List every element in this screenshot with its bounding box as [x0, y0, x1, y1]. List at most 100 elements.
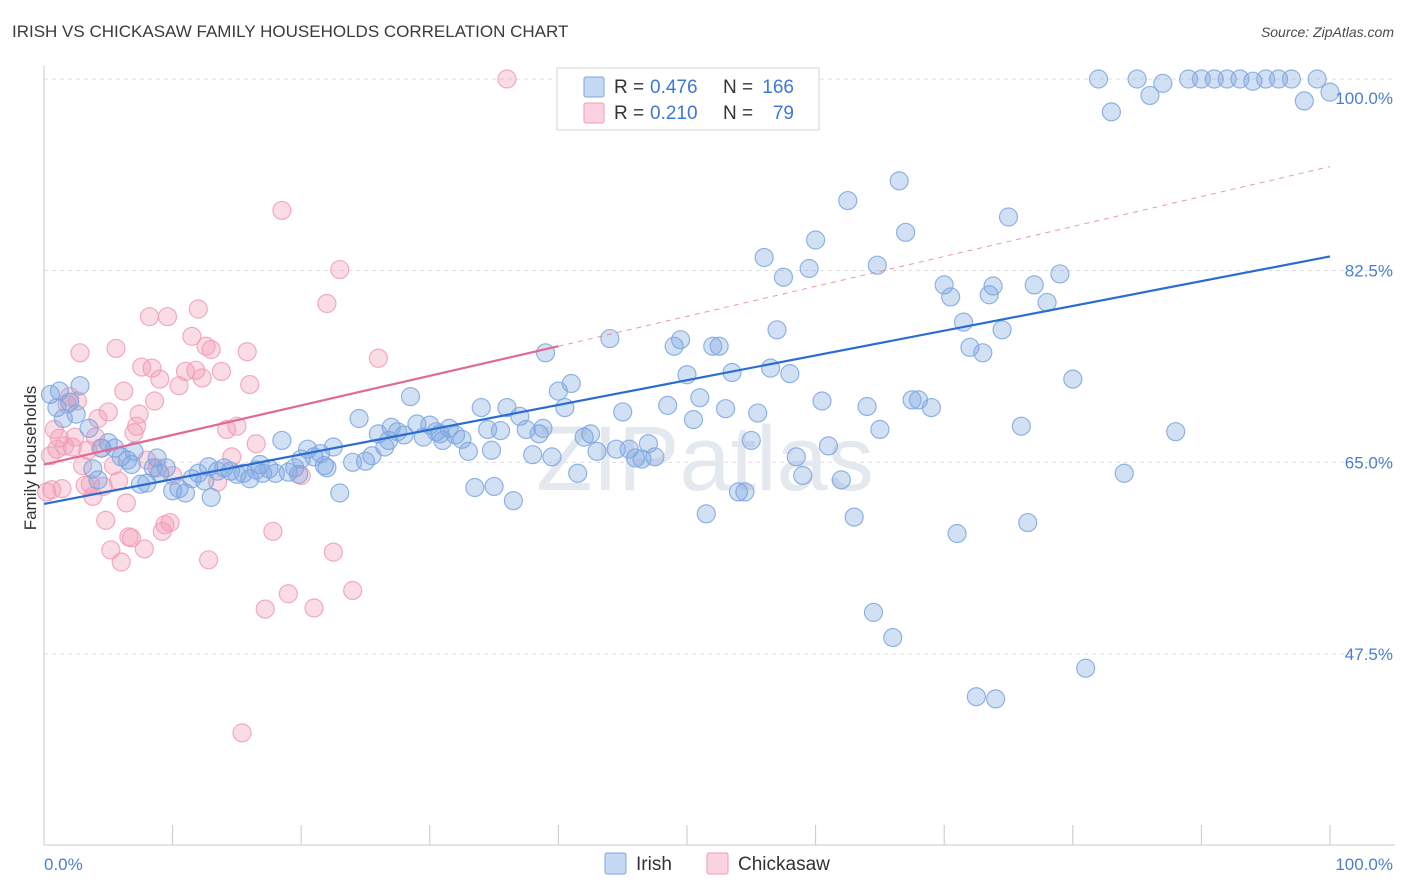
- irish-trend-line: [43, 255, 1331, 506]
- chickasaw-point-41: [142, 358, 162, 378]
- chickasaw-point-44: [150, 369, 170, 389]
- irish-point-110: [767, 320, 787, 340]
- irish-point-4: [66, 404, 86, 424]
- stats-legend: R = 0.476 N = 166 R = 0.210 N = 79: [556, 67, 820, 131]
- irish-point-69: [490, 420, 511, 441]
- irish-point-47: [349, 408, 369, 429]
- chickasaw-point-68: [255, 599, 275, 619]
- series-legend: Irish Chickasaw: [604, 852, 830, 875]
- irish-point-93: [658, 395, 678, 415]
- irish-point-107: [748, 403, 768, 423]
- irish-point-128: [896, 222, 916, 242]
- chickasaw-r-value: 0.210: [650, 103, 698, 124]
- chickasaw-point-36: [129, 404, 149, 424]
- chickasaw-r-label: R =: [614, 103, 644, 124]
- chickasaw-point-69: [263, 521, 283, 541]
- chickasaw-point-48: [160, 512, 180, 533]
- irish-point-140: [983, 276, 1003, 296]
- chickasaw-swatch: [583, 102, 605, 124]
- irish-point-166: [1281, 69, 1302, 89]
- irish-point-177: [314, 456, 334, 476]
- irish-point-105: [735, 482, 755, 502]
- irish-point-156: [1153, 73, 1173, 93]
- chickasaw-point-64: [232, 723, 252, 743]
- irish-point-153: [1114, 463, 1134, 483]
- irish-point-126: [883, 627, 903, 648]
- irish-point-25: [201, 487, 221, 507]
- irish-point-83: [580, 424, 601, 444]
- chickasaw-point-38: [134, 539, 154, 559]
- irish-point-73: [516, 419, 536, 440]
- irish-point-113: [786, 447, 806, 467]
- irish-point-7: [88, 470, 108, 490]
- irish-point-99: [696, 504, 716, 524]
- irish-point-155: [1140, 85, 1160, 106]
- irish-point-181: [533, 418, 553, 438]
- chickasaw-point-56: [196, 336, 216, 356]
- chickasaw-point-24: [98, 402, 118, 422]
- irish-point-36: [272, 430, 292, 451]
- irish-point-150: [1076, 658, 1096, 678]
- irish-point-167: [1294, 91, 1314, 111]
- irish-point-144: [1011, 416, 1031, 436]
- irish-point-157: [1166, 422, 1186, 442]
- irish-point-76: [535, 343, 556, 363]
- legend-irish-swatch: [604, 852, 627, 875]
- irish-point-74: [523, 445, 543, 465]
- y-tick-label-0: 47.5%: [1345, 645, 1393, 664]
- irish-point-172: [121, 454, 142, 475]
- irish-point-84: [587, 441, 607, 461]
- grid-lines: [44, 78, 1395, 655]
- chickasaw-point-40: [139, 307, 160, 327]
- irish-point-102: [715, 399, 736, 419]
- irish-point-122: [857, 396, 877, 417]
- watermark-text: ZIPatlas: [536, 408, 873, 510]
- chickasaw-point-58: [201, 339, 221, 360]
- irish-point-63: [452, 429, 472, 449]
- irish-point-145: [1018, 512, 1038, 533]
- irish-point-66: [471, 397, 491, 418]
- chart-title: IRISH VS CHICKASAW FAMILY HOUSEHOLDS COR…: [12, 22, 569, 41]
- irish-point-120: [838, 190, 858, 211]
- irish-point-133: [941, 287, 961, 307]
- irish-point-132: [934, 275, 954, 295]
- chickasaw-point-27: [106, 338, 126, 359]
- chickasaw-point-31: [116, 493, 136, 513]
- chickasaw-point-53: [186, 360, 206, 380]
- irish-point-100: [703, 336, 723, 356]
- chickasaw-n-value: 79: [773, 103, 794, 124]
- irish-point-176: [289, 464, 309, 484]
- chickasaw-point-65: [237, 342, 257, 362]
- chickasaw-point-42: [144, 391, 165, 411]
- chickasaw-point-79: [497, 69, 517, 89]
- irish-point-112: [780, 364, 800, 384]
- chickasaw-point-6: [52, 479, 72, 499]
- chickasaw-trend-line: [43, 345, 559, 466]
- chickasaw-point-67: [246, 434, 266, 454]
- irish-point-170: [47, 397, 67, 418]
- axes: [43, 66, 1395, 846]
- irish-point-2: [53, 408, 73, 429]
- chickasaw-point-75: [323, 542, 343, 562]
- trend-lines: [43, 166, 1331, 506]
- irish-point-45: [330, 483, 350, 503]
- chickasaw-point-66: [240, 374, 260, 395]
- irish-point-80: [561, 373, 581, 394]
- irish-point-104: [728, 482, 749, 502]
- chickasaw-point-57: [199, 550, 219, 570]
- irish-r-value: 0.476: [650, 77, 698, 98]
- irish-point-55: [400, 387, 421, 407]
- legend-chickasaw-swatch: [706, 852, 729, 875]
- chickasaw-n-label: N =: [723, 103, 753, 124]
- y-tick-label-1: 65.0%: [1345, 453, 1393, 472]
- irish-point-98: [690, 388, 710, 408]
- irish-point-131: [921, 397, 941, 418]
- chickasaw-point-50: [169, 376, 189, 396]
- irish-points: [40, 69, 1340, 709]
- irish-point-143: [998, 207, 1019, 227]
- chickasaw-point-13: [70, 343, 90, 363]
- irish-point-81: [568, 463, 588, 483]
- chickasaw-point-51: [175, 361, 196, 382]
- irish-swatch: [583, 76, 605, 98]
- chickasaw-point-77: [343, 580, 363, 601]
